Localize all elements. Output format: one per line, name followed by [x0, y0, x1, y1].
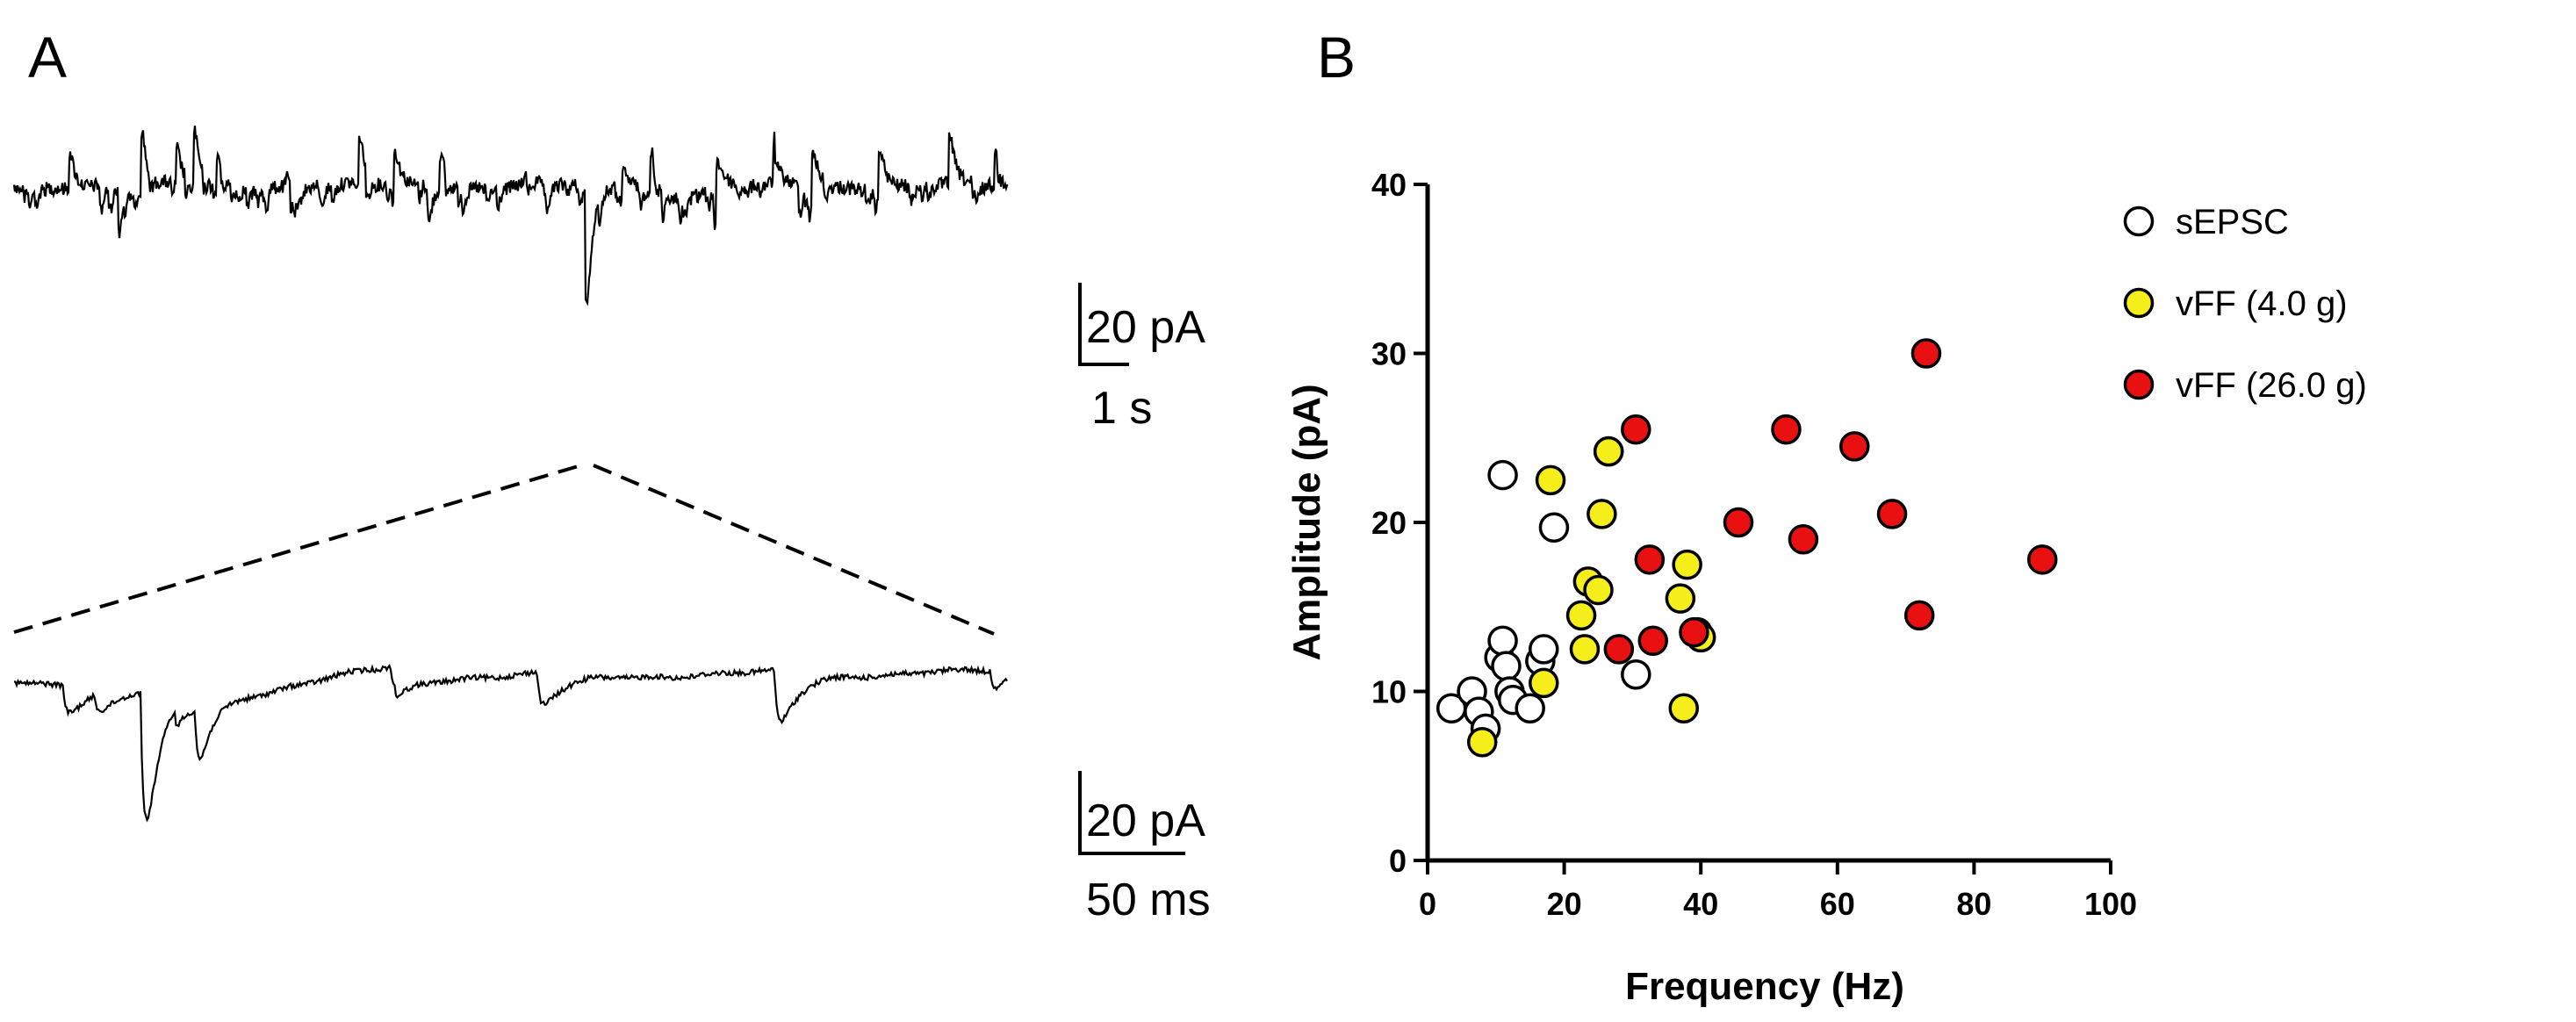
point-vff-26-0-g: [1839, 431, 1870, 462]
point-vff-4-0-g: [1665, 583, 1696, 614]
point-vff-4-0-g: [1535, 464, 1566, 496]
point-vff-4-0-g: [1583, 574, 1614, 606]
upper-scale-bar: [1078, 283, 1129, 366]
point-vff-26-0-g: [2026, 544, 2058, 575]
y-tick-label: 0: [1389, 843, 1407, 879]
point-vff-4-0-g: [1466, 727, 1498, 758]
x-tick-label: 60: [1820, 886, 1855, 922]
point-sepsc: [1515, 693, 1545, 723]
panel-a-label: A: [28, 25, 67, 90]
legend-marker-vff-4-0-g: [2123, 287, 2155, 319]
point-vff-4-0-g: [1672, 549, 1702, 580]
y-axis-title: Amplitude (pA): [1285, 384, 1328, 660]
legend: sEPSC vFF (4.0 g) vFF (26.0 g): [2123, 203, 2367, 405]
point-vff-26-0-g: [1637, 625, 1668, 656]
point-vff-4-0-g: [1587, 499, 1617, 529]
point-vff-26-0-g: [1679, 616, 1709, 648]
zoom-line-right: [593, 464, 995, 636]
point-sepsc: [1538, 512, 1570, 543]
point-vff-4-0-g: [1569, 634, 1601, 665]
lower-trace: [13, 663, 1008, 823]
panel-b-label: B: [1317, 25, 1356, 90]
x-tick-label: 40: [1683, 886, 1718, 922]
legend-marker-sepsc: [2123, 205, 2155, 237]
point-vff-26-0-g: [1723, 507, 1754, 538]
y-tick-label: 10: [1371, 674, 1407, 710]
lower-scale-time: 50 ms: [1086, 874, 1211, 925]
y-ticks: 0 10 20 30 40: [1371, 167, 1428, 879]
scatter-chart: 0 10 20 30 40 0 20 40 60 80 100 Frequency (Hz) Am…: [1285, 167, 2137, 1008]
lower-scale-bar: [1078, 771, 1185, 855]
x-tick-label: 80: [1956, 886, 1991, 922]
point-vff-26-0-g: [1771, 414, 1802, 445]
legend-marker-vff-26-0-g: [2123, 369, 2155, 400]
upper-trace: [12, 126, 1009, 306]
point-vff-4-0-g: [1529, 667, 1559, 699]
x-ticks: 0 20 40 60 80 100: [1419, 860, 2137, 922]
point-sepsc: [1491, 651, 1522, 681]
point-vff-26-0-g: [1603, 634, 1635, 665]
x-axis-title: Frequency (Hz): [1625, 965, 1904, 1008]
x-tick-label: 20: [1547, 886, 1582, 922]
point-sepsc: [1621, 659, 1651, 690]
y-tick-label: 30: [1371, 336, 1407, 372]
point-vff-26-0-g: [1910, 338, 1942, 369]
data-points: [1436, 338, 2058, 758]
x-tick-label: 100: [2084, 886, 2137, 922]
legend-label-vff-4-0-g: vFF (4.0 g): [2176, 284, 2348, 323]
point-vff-26-0-g: [1621, 414, 1651, 445]
point-vff-26-0-g: [1634, 544, 1666, 575]
point-vff-4-0-g: [1565, 600, 1597, 631]
point-vff-4-0-g: [1593, 435, 1624, 467]
upper-scale-time: 1 s: [1091, 383, 1152, 434]
legend-label-vff-26-0-g: vFF (26.0 g): [2176, 366, 2367, 405]
point-sepsc: [1487, 459, 1518, 491]
point-sepsc: [1529, 634, 1559, 665]
legend-label-sepsc: sEPSC: [2176, 203, 2289, 241]
y-tick-label: 20: [1371, 505, 1407, 541]
zoom-line-left: [13, 464, 582, 634]
point-vff-26-0-g: [1903, 600, 1935, 631]
y-tick-label: 40: [1371, 167, 1407, 203]
point-vff-26-0-g: [1876, 499, 1908, 529]
point-sepsc: [1487, 625, 1518, 656]
x-tick-label: 0: [1419, 886, 1436, 922]
lower-scale-amplitude: 20 pA: [1086, 795, 1205, 846]
upper-scale-amplitude: 20 pA: [1086, 302, 1205, 353]
point-vff-4-0-g: [1668, 693, 1699, 723]
point-vff-26-0-g: [1788, 524, 1819, 555]
